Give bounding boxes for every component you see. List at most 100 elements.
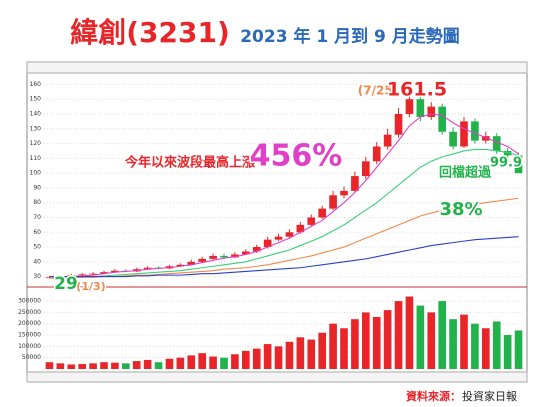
candle-body	[351, 176, 359, 191]
candle-body	[514, 155, 523, 174]
volume-bar	[394, 301, 403, 369]
volume-bar	[78, 364, 86, 369]
y-tick-label: 30	[33, 273, 41, 280]
volume-bar	[307, 339, 316, 369]
info-bar	[26, 61, 528, 74]
volume-bar	[242, 350, 250, 369]
candle-body	[143, 267, 152, 270]
volume-bar	[67, 364, 76, 369]
volume-bar	[100, 362, 108, 369]
candle-body	[67, 275, 76, 277]
y-tick-label: 120	[30, 140, 42, 147]
candle-body	[285, 232, 294, 237]
annotation: 29	[54, 274, 78, 294]
candle-body	[296, 224, 305, 233]
volume-bar	[416, 305, 425, 369]
candle-body	[383, 134, 392, 147]
y-tick-label: 130	[30, 125, 42, 132]
annotation: (1/3)	[76, 280, 105, 293]
volume-bar	[187, 355, 196, 369]
volume-bar	[383, 310, 392, 369]
candle-body	[438, 106, 446, 132]
moving-average	[49, 197, 519, 279]
volume-bar	[56, 363, 65, 369]
y-tick-label: 60	[33, 229, 41, 236]
volume-bar	[318, 332, 326, 369]
candle-body	[372, 146, 381, 162]
volume-bar	[252, 348, 261, 369]
y-tick-label: 50	[33, 244, 41, 251]
volume-bar	[514, 330, 523, 369]
date-bar	[26, 371, 528, 383]
volume-bar	[209, 356, 217, 369]
y-tick-label: 70	[33, 214, 41, 221]
y-tick-label: 250000	[18, 309, 41, 316]
volume-bar	[132, 361, 141, 369]
volume-bar	[165, 358, 174, 369]
annotation: 161.5	[387, 79, 447, 101]
y-tick-label: 300000	[18, 298, 41, 305]
plot: 30 40 50 60 70 80 90 100 110 120 130 140 150 160 50000…	[18, 81, 527, 369]
volume-bar	[231, 354, 239, 369]
candle-body	[427, 106, 436, 117]
candle-body	[482, 136, 490, 141]
volume-bar	[176, 357, 185, 369]
candle-body	[460, 121, 468, 147]
volume-bar	[351, 319, 359, 369]
candle-body	[471, 121, 479, 141]
candle-body	[362, 161, 370, 177]
candle-body	[307, 217, 316, 225]
y-tick-label: 150	[30, 96, 42, 103]
candle-body	[89, 273, 97, 275]
volume-bar	[198, 353, 206, 369]
volume-bar	[471, 323, 479, 369]
candle-body	[492, 136, 501, 151]
volume-bar	[329, 323, 337, 369]
volume-bar	[438, 301, 446, 369]
volume-bar	[45, 362, 54, 369]
candle-body	[176, 264, 185, 267]
candle-body	[340, 190, 348, 196]
moving-average	[49, 236, 519, 278]
candle-body	[187, 261, 196, 265]
annotation: 38%	[439, 199, 482, 220]
volume-bar	[405, 296, 414, 369]
y-tick-label: 90	[33, 184, 41, 191]
volume-bar	[220, 357, 228, 369]
y-tick-label: 110	[30, 155, 42, 162]
candle-body	[416, 99, 425, 117]
y-tick-label: 140	[30, 111, 42, 118]
volume-bar	[482, 328, 490, 369]
y-tick-label: 100000	[18, 343, 41, 350]
candle-body	[318, 208, 326, 218]
candle-body	[242, 251, 250, 255]
candle-body	[503, 150, 512, 156]
y-tick-label: 160	[30, 81, 42, 88]
volume-bar	[340, 328, 348, 369]
candle-body	[209, 255, 217, 259]
annotation: 99.9	[490, 156, 522, 171]
candle-body	[198, 258, 206, 262]
volume-bar	[89, 363, 97, 369]
candle-body	[274, 236, 283, 240]
annotation: 456%	[250, 139, 343, 174]
volume-bar	[154, 362, 163, 369]
candle-body	[220, 255, 228, 258]
volume-bar	[449, 319, 457, 369]
subtitle: 2023 年 1 月到 9 月走勢圖	[240, 26, 460, 47]
moving-average	[49, 113, 519, 279]
volume-bar	[285, 341, 294, 369]
y-tick-label: 50000	[22, 354, 41, 361]
candle-body	[329, 195, 337, 209]
annotation: 回檔超過	[439, 165, 492, 181]
candle-body	[231, 254, 239, 258]
volume-bar	[492, 321, 501, 369]
y-tick-label: 80	[33, 199, 41, 206]
annotation: 今年以來波段最高上漲	[124, 155, 256, 171]
candle-body	[78, 274, 86, 276]
source-label: 資料來源：	[406, 389, 461, 403]
volume-bar	[460, 314, 468, 369]
volume-bar	[296, 337, 305, 369]
y-tick-label: 150000	[18, 332, 41, 339]
